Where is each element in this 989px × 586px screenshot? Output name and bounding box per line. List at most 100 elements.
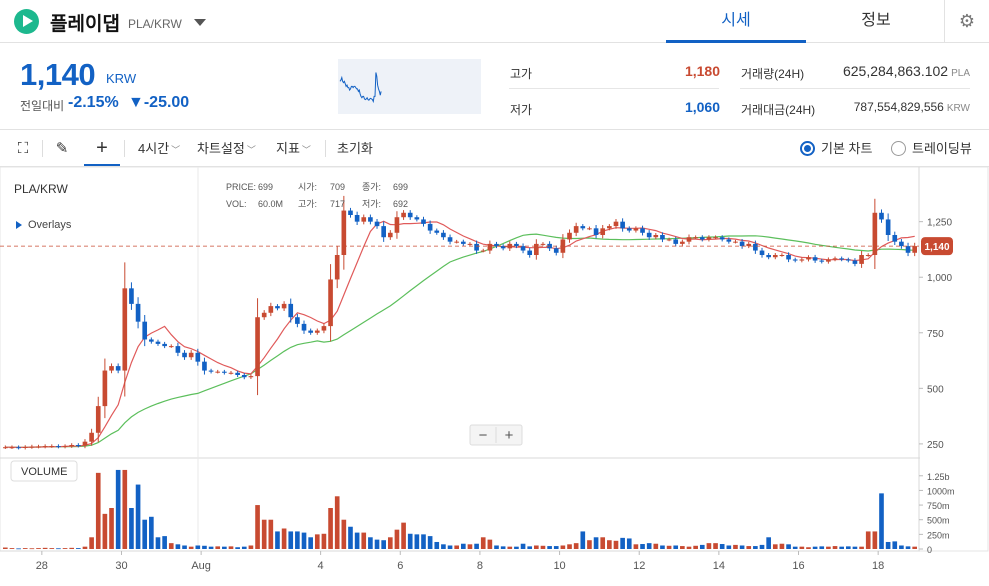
legend-text: VOL: <box>226 199 247 209</box>
volume-bar <box>434 541 440 549</box>
volume-bar <box>534 545 539 549</box>
candle-body <box>786 255 791 260</box>
candle-body <box>474 243 479 251</box>
divider <box>740 88 970 89</box>
candle-body <box>680 241 685 244</box>
gear-icon[interactable]: ⚙ <box>944 0 989 43</box>
volume-bar <box>514 546 519 549</box>
volume-bar <box>660 545 665 549</box>
coin-pair: PLA/KRW <box>128 17 182 31</box>
candle-body <box>228 372 234 374</box>
volume-bar <box>36 548 41 549</box>
price-chart[interactable]: 1,140 250 500 750 1,000 1,250 0 250m 500m 750m 100… <box>0 167 989 586</box>
candle-body <box>759 250 765 255</box>
top-header: 플레이댑 PLA/KRW 시세 정보 ⚙ <box>0 0 989 43</box>
candle-body <box>686 237 692 242</box>
candle-body <box>507 243 513 249</box>
chevron-down-icon: ﹀ <box>171 145 181 155</box>
candle-body <box>387 232 393 238</box>
basic-chart-radio[interactable]: 기본 차트 <box>800 130 872 167</box>
candle-body <box>348 210 353 215</box>
volume-bar <box>56 548 61 550</box>
volume-tick-label: 250m <box>927 530 950 540</box>
volume-bar <box>248 545 254 549</box>
volume-bar <box>779 543 785 549</box>
volume-bar <box>208 546 214 549</box>
candle-body <box>29 446 35 448</box>
volume-bar <box>368 537 373 549</box>
chart-settings-menu[interactable]: 차트설정 ﹀ <box>197 130 256 167</box>
chevron-down-icon: ﹀ <box>246 145 256 155</box>
reset-button[interactable]: 초기화 <box>337 141 373 156</box>
fullscreen-icon[interactable]: ⛶ <box>17 140 29 157</box>
zoom-in-icon[interactable]: + <box>505 427 514 444</box>
candle-body <box>905 246 911 253</box>
candle-body <box>912 246 918 253</box>
candle-body <box>222 371 227 373</box>
candle-body <box>859 255 864 264</box>
zoom-out-icon[interactable]: − <box>479 427 488 444</box>
tab-market-price[interactable]: 시세 <box>666 0 806 43</box>
volume-value: 625,284,863.102 <box>842 63 949 79</box>
candle-body <box>76 445 81 446</box>
candle-body <box>208 370 214 372</box>
volume-bar <box>607 540 612 549</box>
candle-body <box>421 219 426 224</box>
candle-body <box>36 446 41 448</box>
volume-bar <box>467 544 473 549</box>
volume-bar <box>480 537 486 549</box>
volume-bar <box>593 537 599 549</box>
chart-symbol: PLA/KRW <box>14 182 68 196</box>
volume-bar <box>89 537 94 549</box>
volume-bar <box>613 540 619 549</box>
pencil-icon[interactable]: ✎ <box>55 140 69 157</box>
candle-body <box>202 361 207 371</box>
candle-body <box>646 232 652 238</box>
trade-value-unit: KRW <box>946 103 970 114</box>
chart-toolbar: ⛶ ✎ + 4시간 ﹀ 차트설정 ﹀ 지표 ﹀ 초기화 기본 차트 트레이딩뷰 <box>0 130 989 167</box>
volume-label: VOLUME <box>21 466 67 478</box>
candle-body <box>567 232 572 240</box>
volume-bars <box>2 469 918 550</box>
candle-body <box>427 223 433 231</box>
candle-body <box>460 241 466 244</box>
candle-body <box>480 250 486 252</box>
volume-bar <box>905 546 911 549</box>
candle-body <box>872 212 878 255</box>
volume-bar <box>806 547 811 549</box>
candle-body <box>713 237 718 239</box>
candle-body <box>109 366 114 371</box>
candle-body <box>580 226 586 229</box>
volume-bar <box>460 543 466 549</box>
volume-tick-label: 1000m <box>927 486 955 496</box>
volume-bar <box>168 543 174 549</box>
volume-bar <box>706 543 712 549</box>
candle-body <box>487 243 493 251</box>
candle-body <box>168 346 174 348</box>
legend-text: 시가: <box>298 182 317 192</box>
candle-body <box>600 228 606 235</box>
tradingview-radio[interactable]: 트레이딩뷰 <box>891 130 972 167</box>
volume-bar <box>573 543 579 549</box>
candle-body <box>381 226 386 238</box>
divider <box>509 88 719 89</box>
interval-select[interactable]: 4시간 ﹀ <box>138 130 180 167</box>
candle-body <box>102 370 108 407</box>
volume-bar <box>188 546 194 549</box>
candle-body <box>42 446 48 448</box>
candle-body <box>69 445 75 447</box>
candle-body <box>845 259 851 261</box>
chevron-down-icon[interactable] <box>194 19 206 26</box>
volume-bar <box>699 544 705 549</box>
volume-bar <box>268 519 274 549</box>
last-price-badge <box>921 237 953 256</box>
candle-body <box>308 330 313 333</box>
crosshair-icon[interactable]: + <box>84 130 120 166</box>
indicators-menu[interactable]: 지표 ﹀ <box>276 130 311 167</box>
volume-bar <box>308 537 313 549</box>
candle-body <box>719 237 725 240</box>
x-tick-label: 18 <box>872 560 884 572</box>
candle-body <box>799 259 805 261</box>
tab-info[interactable]: 정보 <box>861 12 891 29</box>
legend-text: 709 <box>330 182 345 192</box>
